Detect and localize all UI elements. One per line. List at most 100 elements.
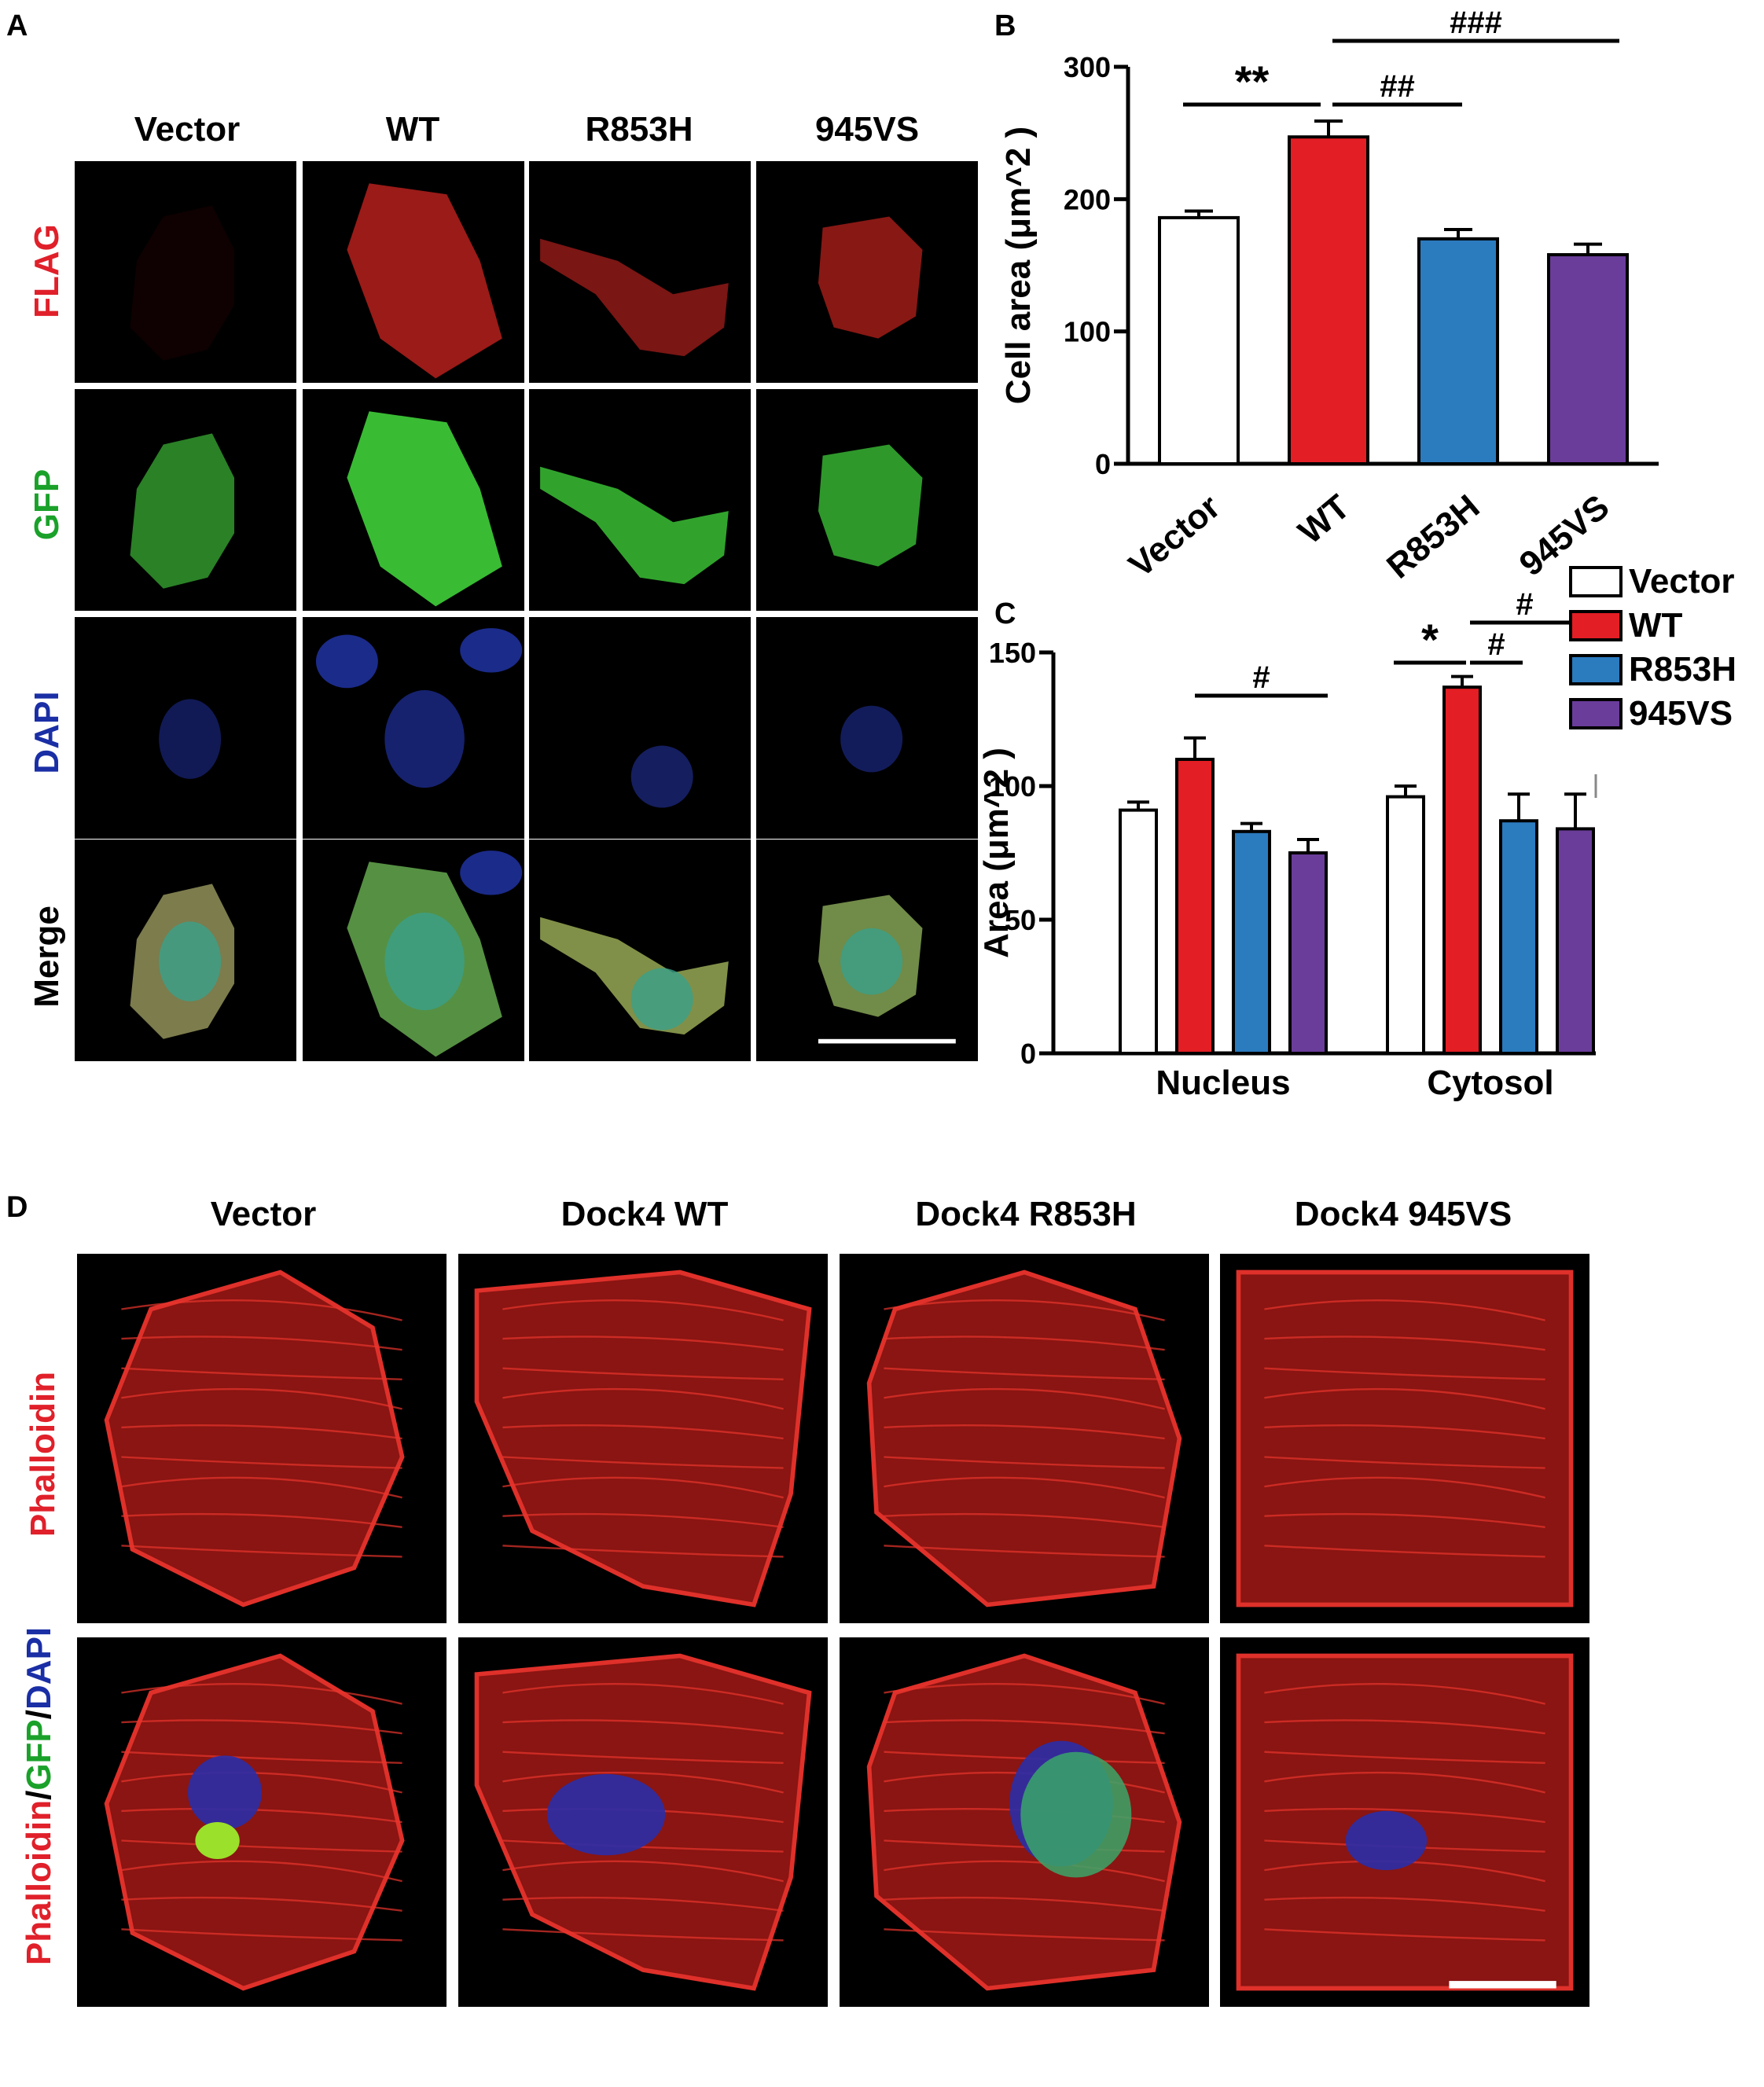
panel-d-tile-merge-vector: [77, 1637, 447, 2007]
actin-fiber: [1264, 1719, 1545, 1735]
actin-fiber: [884, 1476, 1165, 1499]
actin-fiber: [121, 1512, 402, 1528]
cell-shape: [347, 183, 502, 379]
actin-fiber: [884, 1512, 1165, 1528]
panel-a-row-flag: FLAG: [28, 224, 66, 318]
panel-a-tile-dapi-vector: [75, 617, 296, 839]
legend-swatch-r853h: [1569, 654, 1623, 685]
significance-mark: #: [1252, 660, 1270, 695]
panel-d-col-dock4-r853h: Dock4 R853H: [915, 1195, 1137, 1233]
cell-shape: [130, 433, 235, 589]
actin-fiber: [121, 1299, 402, 1321]
actin-fiber: [1264, 1751, 1545, 1764]
actin-fiber: [121, 1367, 402, 1380]
panel-d-tile-phalloidin-vector: [77, 1254, 447, 1623]
legend-label: Vector: [1629, 562, 1735, 601]
nucleus-shape: [840, 705, 903, 773]
panel-a-tile-gfp-wt: [303, 389, 524, 611]
actin-fiber: [502, 1928, 784, 1942]
panel-c-area-chart: 0 50 100 150 Nucleus Cytosol Area (μm^2 ) # * # # V…: [977, 562, 1736, 1102]
panel-a-tile-drawing: [540, 238, 729, 357]
panel-d-tile-phalloidin-dock4-wt: [458, 1254, 828, 1623]
actin-fiber: [1264, 1299, 1545, 1321]
legend-swatch-vector: [1569, 566, 1623, 597]
nucleus-shape: [159, 921, 222, 1001]
actin-fiber: [1264, 1456, 1545, 1469]
actin-fiber: [121, 1387, 402, 1410]
panel-a-tile-drawing: [818, 444, 923, 567]
panel-a-tile-drawing: [818, 895, 956, 1044]
legend-label: R853H: [1629, 650, 1736, 689]
actin-fiber: [884, 1860, 1165, 1883]
actin-fiber: [121, 1456, 402, 1469]
actin-fiber: [884, 1456, 1165, 1469]
actin-fiber: [502, 1771, 784, 1794]
nucleus-shape: [630, 968, 693, 1031]
actin-fiber: [502, 1367, 784, 1380]
actin-fiber: [884, 1545, 1165, 1558]
panel-d-tile-merge-dock4-wt: [458, 1637, 828, 2007]
actin-fiber: [121, 1751, 402, 1764]
actin-fiber: [502, 1719, 784, 1735]
gfp-spot: [195, 1822, 240, 1859]
merge-label-sep1: /: [20, 1790, 58, 1800]
actin-fiber: [121, 1771, 402, 1794]
cell-shape: [540, 238, 729, 357]
panel-d-col-dock4-wt: Dock4 WT: [560, 1195, 729, 1233]
panel-a-tile-drawing: [540, 466, 729, 585]
nucleus-shape: [840, 928, 903, 995]
panel-a-row-dapi: DAPI: [28, 691, 66, 774]
actin-fiber: [1264, 1771, 1545, 1794]
actin-fiber: [502, 1751, 784, 1764]
scale-bar: [818, 1038, 956, 1044]
actin-fiber: [884, 1896, 1165, 1912]
panel-a-tile-drawing: [840, 705, 903, 773]
actin-fiber: [884, 1299, 1165, 1321]
panel-d-tile-drawing: [104, 1653, 405, 1991]
panel-a-tile-drawing: [818, 216, 923, 339]
bar-cytosol-945vs: [1556, 827, 1595, 1055]
y-tick-label: 200: [1064, 183, 1111, 215]
bar-nucleus-r853h: [1232, 829, 1271, 1055]
y-axis-label: Cell area (μm^2 ): [999, 127, 1038, 404]
y-tick-label: 0: [1095, 448, 1111, 480]
panel-d-label: D: [6, 1191, 28, 1224]
panel-a-col-r853h: R853H: [585, 110, 693, 149]
panel-d-tile-phalloidin-dock4-945vs: [1220, 1254, 1589, 1623]
merge-label-dapi: DAPI: [20, 1626, 58, 1710]
panel-a-tile-flag-945vs: [756, 161, 978, 383]
panel-a-tile-drawing: [159, 699, 222, 779]
x-tick-label: WT: [1292, 487, 1358, 552]
actin-fiber: [121, 1476, 402, 1499]
cell-shape: [1236, 1269, 1574, 1608]
y-tick-label: 50: [1005, 904, 1036, 936]
actin-fiber: [121, 1336, 402, 1351]
panel-d-tile-drawing: [104, 1269, 405, 1608]
panel-a-tile-drawing: [347, 183, 502, 379]
panel-d-row-merge: Phalloidin/GFP/DAPI: [20, 1505, 59, 2087]
actin-fiber: [502, 1839, 784, 1853]
panel-a-row-gfp: GFP: [28, 468, 66, 541]
bar-cytosol-vector: [1386, 795, 1425, 1055]
bar-cytosol-wt: [1442, 685, 1482, 1055]
panel-a-tile-dapi-945vs: [756, 617, 978, 839]
cell-shape: [818, 216, 923, 339]
actin-fiber: [1264, 1336, 1545, 1351]
actin-fiber: [502, 1896, 784, 1912]
y-tick-label: 100: [1064, 316, 1111, 348]
actin-fiber: [121, 1719, 402, 1735]
actin-fiber: [884, 1367, 1165, 1380]
actin-fiber: [121, 1683, 402, 1705]
actin-fiber: [884, 1719, 1165, 1735]
cell-shape: [104, 1653, 405, 1991]
actin-fiber: [1264, 1424, 1545, 1440]
panel-d-tile-drawing: [866, 1653, 1182, 1991]
bar-nucleus-wt: [1175, 758, 1215, 1055]
actin-fiber: [121, 1860, 402, 1883]
actin-fiber: [884, 1683, 1165, 1705]
actin-fiber: [1264, 1476, 1545, 1499]
bar-r853h: [1417, 237, 1499, 465]
panel-d-tile-merge-dock4-945vs: [1220, 1637, 1589, 2007]
panel-a-col-945vs: 945VS: [814, 110, 920, 149]
x-category-label: Nucleus: [1156, 1064, 1290, 1102]
